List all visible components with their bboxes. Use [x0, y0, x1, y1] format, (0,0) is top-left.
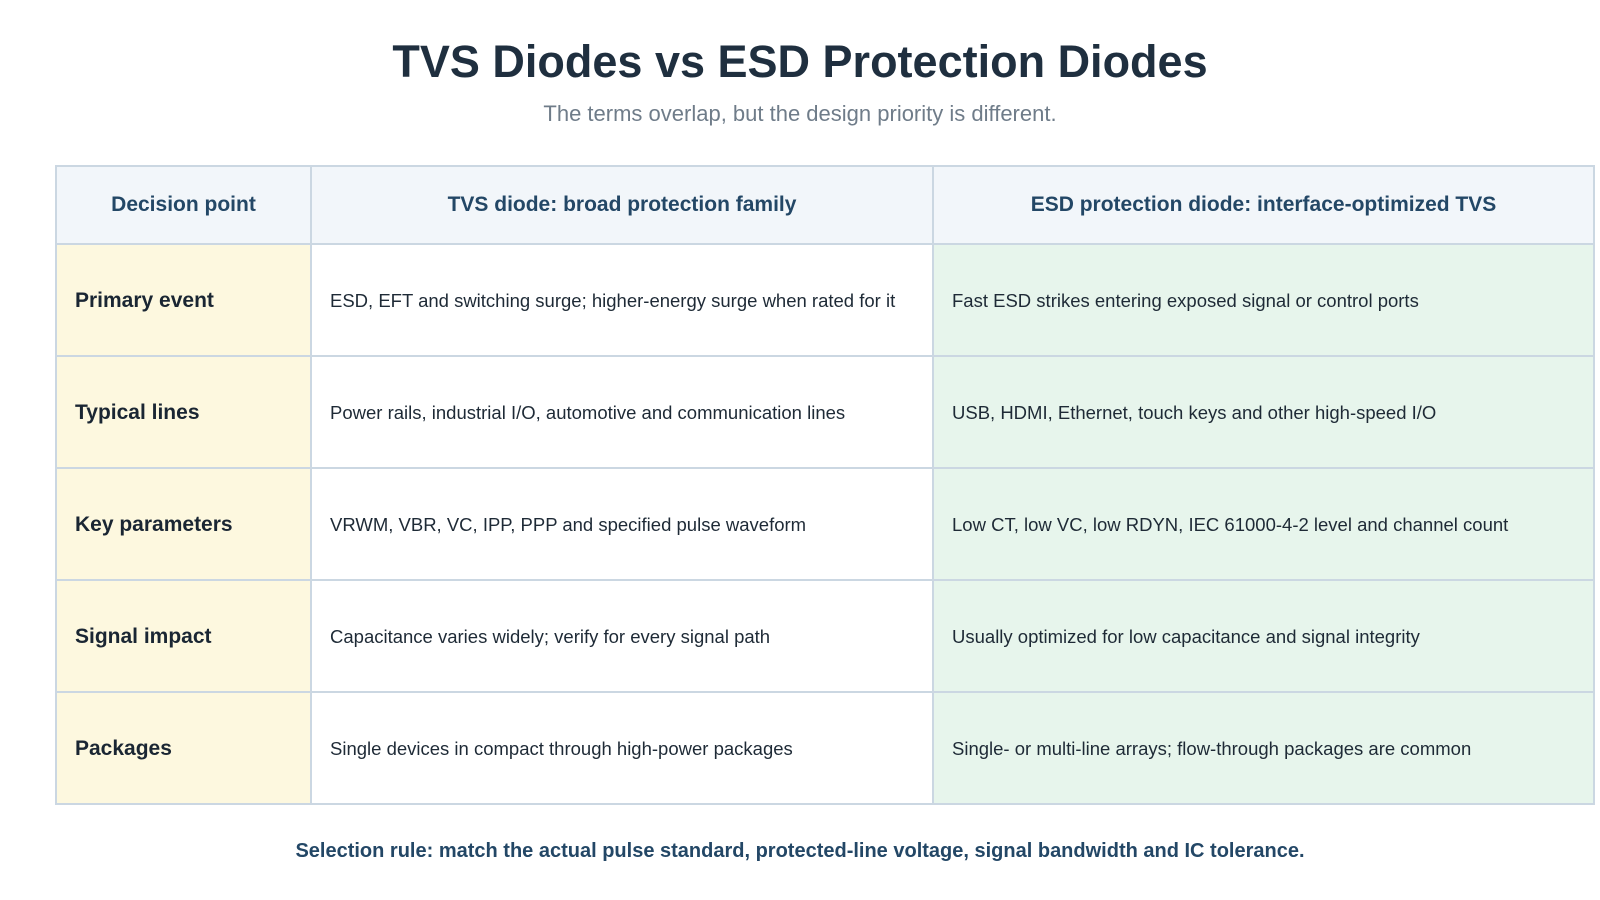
tvs-cell: ESD, EFT and switching surge; higher-ene… — [310, 243, 934, 357]
esd-cell: Single- or multi-line arrays; flow-throu… — [932, 691, 1595, 805]
tvs-cell: Single devices in compact through high-p… — [310, 691, 934, 805]
row-label-key-parameters: Key parameters — [55, 467, 312, 581]
page-subtitle: The terms overlap, but the design priori… — [543, 101, 1057, 126]
table-row: Signal impact Capacitance varies widely;… — [55, 579, 1595, 693]
row-label-typical-lines: Typical lines — [55, 355, 312, 469]
table-body: Primary event ESD, EFT and switching sur… — [55, 243, 1595, 805]
esd-cell: Usually optimized for low capacitance an… — [932, 579, 1595, 693]
selection-rule-note: Selection rule: match the actual pulse s… — [295, 840, 1305, 862]
esd-cell: Low CT, low VC, low RDYN, IEC 61000-4-2 … — [932, 467, 1595, 581]
tvs-cell: Capacitance varies widely; verify for ev… — [310, 579, 934, 693]
page-title: TVS Diodes vs ESD Protection Diodes — [392, 36, 1208, 87]
table-row: Typical lines Power rails, industrial I/… — [55, 355, 1595, 469]
table-row: Key parameters VRWM, VBR, VC, IPP, PPP a… — [55, 467, 1595, 581]
header-esd-diode: ESD protection diode: interface-optimize… — [932, 165, 1595, 245]
table-row: Packages Single devices in compact throu… — [55, 691, 1595, 805]
table-row: Primary event ESD, EFT and switching sur… — [55, 243, 1595, 357]
esd-cell: Fast ESD strikes entering exposed signal… — [932, 243, 1595, 357]
row-label-signal-impact: Signal impact — [55, 579, 312, 693]
comparison-table-container: Decision point TVS diode: broad protecti… — [55, 165, 1595, 805]
esd-cell: USB, HDMI, Ethernet, touch keys and othe… — [932, 355, 1595, 469]
table-header: Decision point TVS diode: broad protecti… — [55, 165, 1595, 245]
row-label-packages: Packages — [55, 691, 312, 805]
comparison-table: Decision point TVS diode: broad protecti… — [55, 165, 1595, 805]
header-row: Decision point TVS diode: broad protecti… — [55, 165, 1595, 245]
tvs-cell: Power rails, industrial I/O, automotive … — [310, 355, 934, 469]
header-decision-point: Decision point — [55, 165, 312, 245]
row-label-primary-event: Primary event — [55, 243, 312, 357]
header-tvs-diode: TVS diode: broad protection family — [310, 165, 934, 245]
tvs-cell: VRWM, VBR, VC, IPP, PPP and specified pu… — [310, 467, 934, 581]
